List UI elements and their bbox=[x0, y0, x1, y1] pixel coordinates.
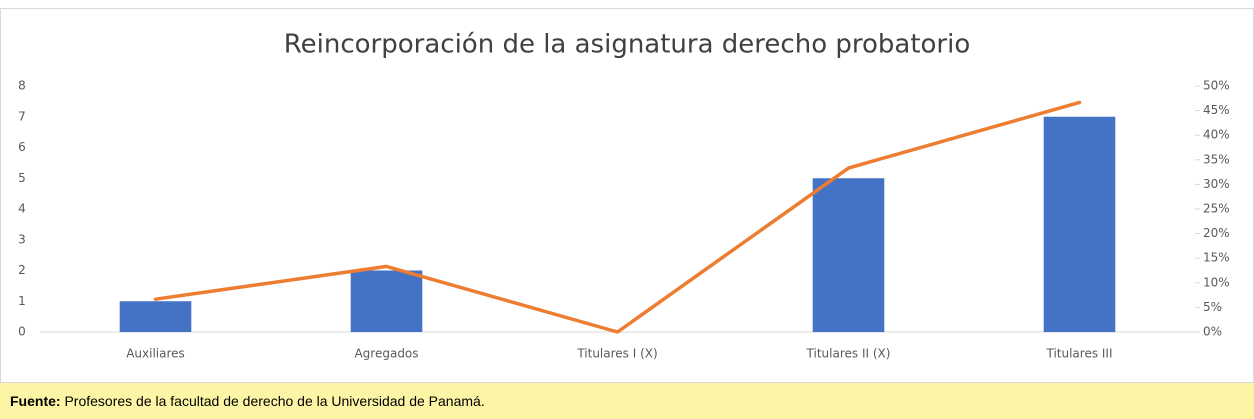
footer: Fuente: Profesores de la facultad de der… bbox=[0, 383, 1254, 419]
x-tick-label: Titulares III bbox=[1045, 347, 1112, 361]
y2-tick-label: 0% bbox=[1203, 325, 1222, 339]
y2-tick-label: 40% bbox=[1203, 128, 1230, 142]
x-tick-label: Auxiliares bbox=[126, 347, 185, 361]
line bbox=[153, 100, 1082, 334]
y-tick-label: 1 bbox=[18, 294, 26, 308]
x-tick-label: Titulares II (X) bbox=[806, 347, 891, 361]
chart-title: Reincorporación de la asignatura derecho… bbox=[284, 30, 971, 60]
y2-tick-label: 30% bbox=[1203, 177, 1230, 191]
y2-tick-label: 10% bbox=[1203, 275, 1230, 289]
y-tick-label: 7 bbox=[18, 109, 26, 123]
bar bbox=[812, 178, 885, 332]
chart: Reincorporación de la asignatura derecho… bbox=[0, 8, 1254, 383]
y-tick-label: 2 bbox=[18, 263, 26, 277]
footer-text: Profesores de la facultad de derecho de … bbox=[64, 393, 485, 409]
y-tick-label: 3 bbox=[18, 232, 26, 246]
bar bbox=[350, 270, 423, 332]
y-tick-label: 6 bbox=[18, 140, 26, 154]
y-tick-label: 8 bbox=[18, 79, 26, 93]
bar bbox=[1043, 116, 1116, 332]
y2-tick-label: 15% bbox=[1203, 251, 1230, 265]
y2-tick-label: 45% bbox=[1203, 103, 1230, 117]
x-tick-label: Titulares I (X) bbox=[576, 347, 657, 361]
y2-tick-label: 50% bbox=[1203, 79, 1230, 93]
y-tick-label: 0 bbox=[18, 325, 26, 339]
footer-label: Fuente: bbox=[10, 393, 61, 409]
y2-tick-label: 20% bbox=[1203, 226, 1230, 240]
bar bbox=[119, 301, 192, 332]
y2-tick-label: 5% bbox=[1203, 300, 1222, 314]
y-tick-label: 4 bbox=[18, 202, 26, 216]
y-tick-label: 5 bbox=[18, 171, 26, 185]
x-tick-label: Agregados bbox=[354, 347, 418, 361]
y2-tick-label: 25% bbox=[1203, 202, 1230, 216]
y2-tick-label: 35% bbox=[1203, 152, 1230, 166]
